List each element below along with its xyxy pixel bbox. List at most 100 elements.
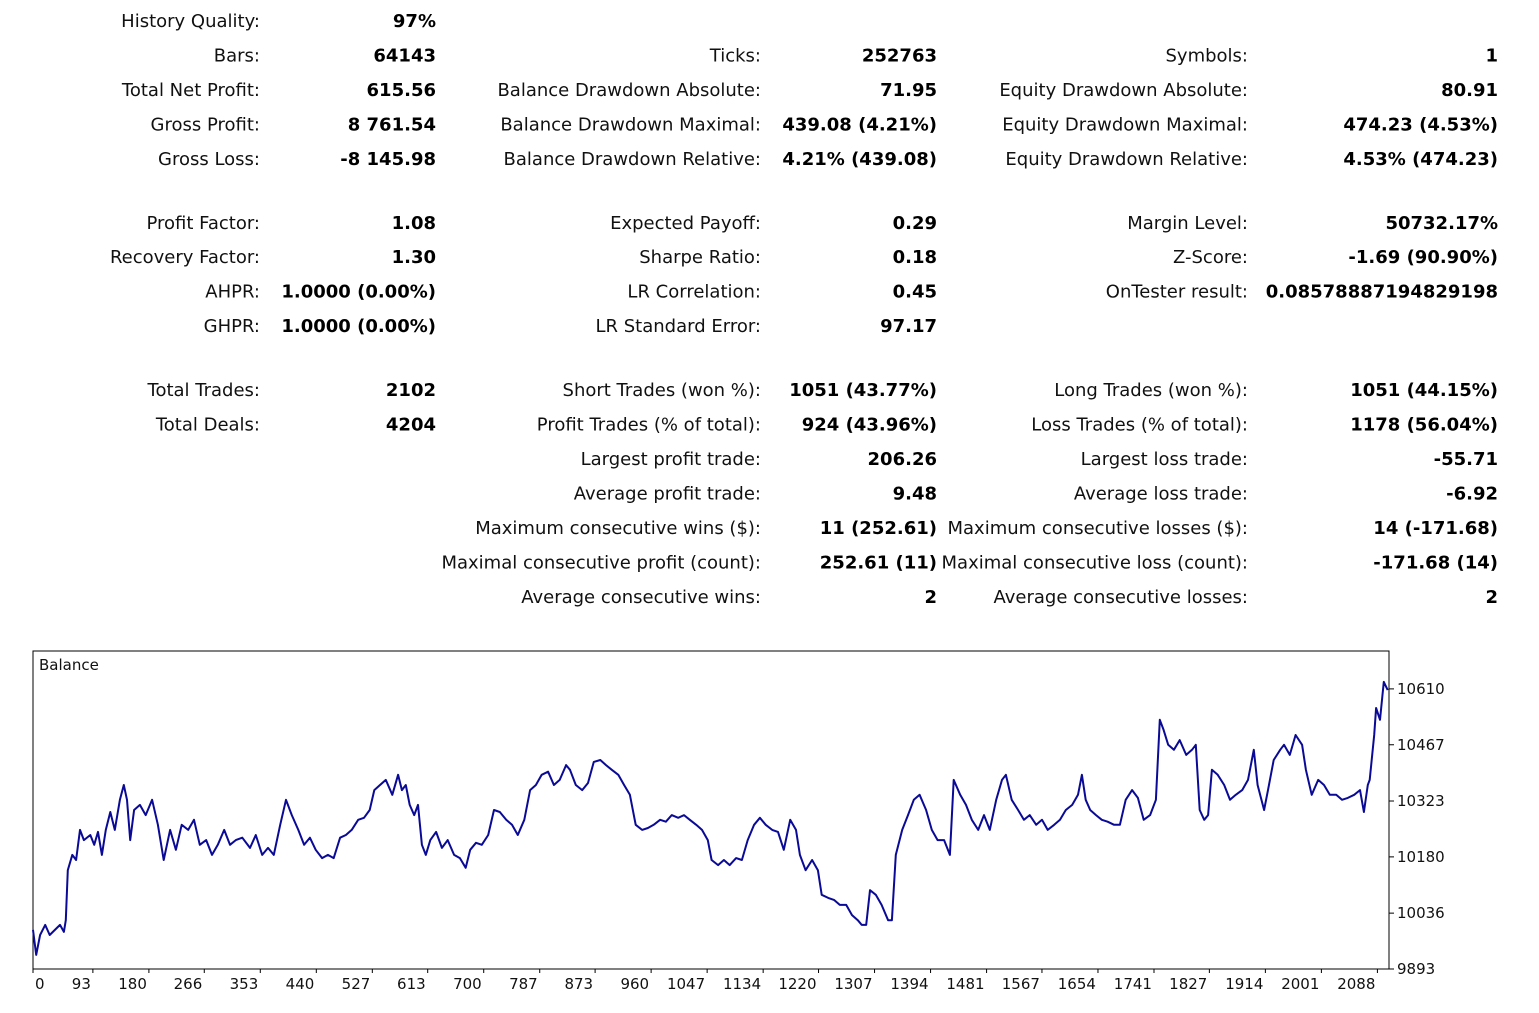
- x-tick-label: 0: [35, 975, 45, 993]
- x-tick-label: 527: [342, 975, 371, 993]
- x-tick-label: 1481: [946, 975, 984, 993]
- stat-label: Balance Drawdown Absolute:: [497, 80, 761, 101]
- stat-label: Maximal consecutive loss (count):: [942, 552, 1248, 573]
- stat-label: AHPR:: [205, 282, 260, 303]
- stat-label: Maximum consecutive wins ($):: [475, 518, 761, 539]
- x-tick-label: 1827: [1169, 975, 1207, 993]
- stat-label: History Quality:: [121, 11, 260, 32]
- x-tick-label: 2001: [1281, 975, 1319, 993]
- chart-title: Balance: [39, 656, 99, 674]
- stat-label: Gross Loss:: [158, 149, 260, 170]
- stat-value: -8 145.98: [340, 149, 436, 170]
- stat-label: Total Trades:: [147, 380, 260, 401]
- stat-label: LR Standard Error:: [596, 316, 762, 337]
- stat-value: 97.17: [880, 316, 937, 337]
- stat-label: Average consecutive wins:: [521, 587, 761, 608]
- stat-label: Margin Level:: [1127, 213, 1248, 234]
- stat-label: Sharpe Ratio:: [639, 247, 761, 268]
- y-tick-label: 10036: [1397, 904, 1445, 922]
- stat-value: -55.71: [1434, 449, 1498, 470]
- stat-value: 50732.17%: [1385, 213, 1498, 234]
- x-tick-label: 1047: [667, 975, 705, 993]
- stat-label: Profit Factor:: [146, 213, 260, 234]
- stat-label: Equity Drawdown Absolute:: [999, 80, 1248, 101]
- stat-value: 1.0000 (0.00%): [281, 316, 436, 337]
- stat-label: Recovery Factor:: [110, 247, 260, 268]
- x-tick-label: 1567: [1002, 975, 1040, 993]
- stat-value: 1.08: [392, 213, 436, 234]
- stat-value: 252.61 (11): [820, 552, 937, 573]
- stat-label: Bars:: [214, 45, 260, 66]
- stat-value: 206.26: [868, 449, 937, 470]
- x-tick-label: 613: [397, 975, 426, 993]
- stat-value: 474.23 (4.53%): [1343, 114, 1498, 135]
- chart-frame: [32, 650, 1390, 970]
- stat-label: Equity Drawdown Relative:: [1005, 149, 1248, 170]
- stat-label: Equity Drawdown Maximal:: [1002, 114, 1248, 135]
- stat-label: GHPR:: [204, 316, 260, 337]
- stat-value: 4.21% (439.08): [782, 149, 937, 170]
- stat-label: Largest profit trade:: [581, 449, 761, 470]
- x-tick-label: 1394: [890, 975, 928, 993]
- x-tick-label: 787: [509, 975, 538, 993]
- stat-label: Average loss trade:: [1074, 483, 1248, 504]
- stat-label: Expected Payoff:: [610, 213, 761, 234]
- stat-value: 71.95: [880, 80, 937, 101]
- stat-value: 8 761.54: [348, 114, 436, 135]
- stat-value: 1178 (56.04%): [1350, 415, 1498, 436]
- x-tick-label: 266: [174, 975, 203, 993]
- stat-label: Long Trades (won %):: [1054, 380, 1248, 401]
- stat-label: Balance Drawdown Relative:: [504, 149, 761, 170]
- stat-label: Balance Drawdown Maximal:: [500, 114, 761, 135]
- y-tick-label: 10467: [1397, 736, 1445, 754]
- stat-value: 1.0000 (0.00%): [281, 282, 436, 303]
- x-tick-label: 1914: [1225, 975, 1263, 993]
- stat-label: Ticks:: [709, 45, 761, 66]
- stat-value: -6.92: [1446, 483, 1498, 504]
- stat-value: 4.53% (474.23): [1343, 149, 1498, 170]
- y-tick-label: 10323: [1397, 792, 1445, 810]
- stat-value: 14 (-171.68): [1373, 518, 1498, 539]
- stat-value: 9.48: [893, 483, 937, 504]
- x-tick-label: 440: [286, 975, 315, 993]
- stat-value: 1051 (43.77%): [789, 380, 937, 401]
- y-tick-label: 10180: [1397, 848, 1445, 866]
- y-tick-label: 10610: [1397, 680, 1445, 698]
- x-tick-label: 2088: [1337, 975, 1375, 993]
- stat-label: Average profit trade:: [574, 483, 761, 504]
- stat-value: 97%: [393, 11, 436, 32]
- stat-label: Total Net Profit:: [121, 80, 260, 101]
- x-tick-label: 1307: [834, 975, 872, 993]
- stat-label: Gross Profit:: [151, 114, 260, 135]
- stat-value: 0.08578887194829198: [1266, 282, 1498, 303]
- x-tick-label: 700: [453, 975, 482, 993]
- stat-value: 439.08 (4.21%): [782, 114, 937, 135]
- x-tick-label: 1220: [778, 975, 816, 993]
- y-tick-label: 9893: [1397, 960, 1435, 978]
- stat-label: LR Correlation:: [627, 282, 761, 303]
- stat-value: 80.91: [1441, 80, 1498, 101]
- stat-value: 11 (252.61): [820, 518, 937, 539]
- stat-label: Total Deals:: [155, 415, 260, 436]
- x-tick-label: 93: [72, 975, 91, 993]
- stat-value: 2102: [386, 380, 436, 401]
- x-tick-label: 1654: [1058, 975, 1096, 993]
- stat-value: 2: [1485, 587, 1498, 608]
- stat-label: Largest loss trade:: [1081, 449, 1248, 470]
- x-tick-label: 873: [564, 975, 593, 993]
- x-tick-label: 180: [118, 975, 147, 993]
- stat-value: 0.29: [893, 213, 937, 234]
- stat-value: 2: [924, 587, 937, 608]
- stat-value: 615.56: [367, 80, 436, 101]
- stat-value: 0.45: [893, 282, 937, 303]
- stat-value: 1051 (44.15%): [1350, 380, 1498, 401]
- stat-label: Loss Trades (% of total):: [1031, 415, 1248, 436]
- stat-value: -171.68 (14): [1373, 552, 1498, 573]
- stat-label: Maximal consecutive profit (count):: [441, 552, 761, 573]
- x-tick-label: 353: [230, 975, 259, 993]
- stat-value: 1.30: [392, 247, 436, 268]
- stat-value: 924 (43.96%): [802, 415, 937, 436]
- stat-label: OnTester result:: [1106, 282, 1248, 303]
